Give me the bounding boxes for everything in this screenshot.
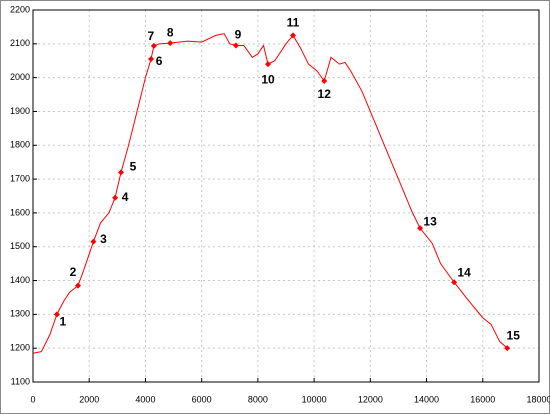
x-tick-label: 18000 [526,394,550,404]
waypoint-marker [321,78,328,85]
waypoint-label: 13 [423,214,437,228]
waypoint-label: 15 [507,328,521,342]
waypoint-label: 11 [287,16,300,30]
line [32,33,508,354]
x-tick-label: 10000 [302,394,327,404]
y-tick-label: 1300 [10,309,30,319]
y-tick-label: 2200 [10,4,30,14]
y-tick-label: 1600 [10,207,30,217]
x-tick-label: 0 [30,394,35,404]
y-tick-label: 1700 [10,173,30,183]
y-tick-label: 1100 [11,376,30,386]
y-tick-label: 1400 [10,275,30,285]
waypoint-marker [504,345,511,352]
x-tick-label: 16000 [470,394,495,404]
waypoint-label: 8 [167,25,174,39]
x-tick-label: 8000 [248,394,268,404]
waypoint-label: 5 [130,159,137,173]
waypoint-marker [417,225,424,232]
waypoint-label: 12 [318,87,332,101]
waypoint-marker [117,169,124,176]
waypoint-marker [167,40,174,47]
waypoint-marker [74,282,81,289]
y-tick-label: 2000 [10,72,30,82]
x-tick-label: 12000 [358,394,383,404]
waypoint-marker [290,32,297,39]
waypoint-marker [232,42,239,49]
y-tick-label: 1900 [10,106,30,116]
waypoint-label: 14 [457,265,471,279]
x-tick-label: 6000 [192,394,212,404]
waypoint-label: 10 [261,72,275,86]
waypoint-marker [148,56,155,63]
y-tick-label: 1800 [10,140,30,150]
y-tick-label: 1500 [10,241,30,251]
waypoint-label: 4 [122,190,129,204]
waypoint-label: 6 [156,54,163,68]
waypoint-marker [265,61,272,68]
waypoint-marker [112,194,119,201]
x-tick-label: 4000 [135,394,155,404]
waypoint-label: 1 [60,315,67,329]
x-tick-label: 14000 [414,394,439,404]
y-tick-label: 1200 [10,343,30,353]
waypoint-label: 2 [70,265,77,279]
waypoint-marker [90,238,97,245]
y-tick-label: 2100 [10,38,30,48]
waypoint-marker [53,311,60,318]
waypoint-marker [150,42,157,49]
plot-area [32,9,540,383]
waypoint-label: 7 [148,29,155,43]
x-tick-label: 2000 [79,394,99,404]
waypoint-label: 3 [100,232,107,246]
waypoint-label: 9 [235,28,242,42]
waypoint-marker [451,279,458,286]
